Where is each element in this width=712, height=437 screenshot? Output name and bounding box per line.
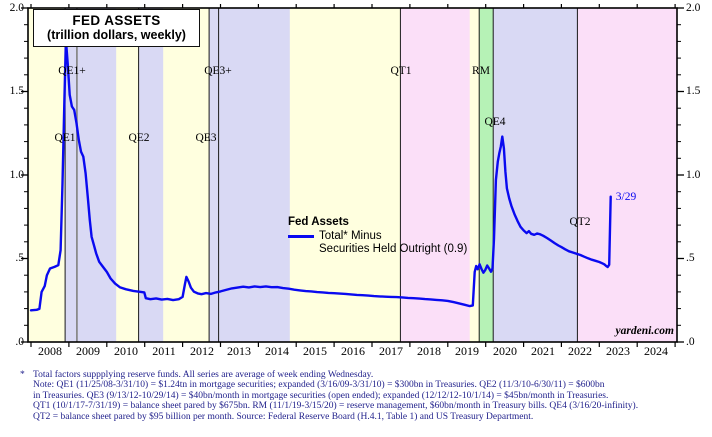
fed-assets-line — [29, 38, 612, 312]
y-axis-label-right: 1.5 — [686, 85, 701, 97]
legend-title: Fed Assets — [288, 216, 349, 228]
x-axis-year-label: 2010 — [114, 344, 138, 358]
legend-label-line1: Total* Minus — [319, 230, 382, 242]
annotation-qt1: QT1 — [390, 65, 412, 77]
annotation-qe1: QE1 — [54, 132, 76, 144]
x-axis-year-label: 2015 — [303, 344, 327, 358]
y-axis-label-right: .5 — [686, 252, 695, 264]
legend-label: Total* Minus Securities Held Outright (0… — [319, 230, 467, 255]
y-axis-label-right: 1.0 — [686, 168, 701, 181]
annotation-qt2: QT2 — [569, 216, 591, 228]
legend-row: Total* Minus Securities Held Outright (0… — [288, 230, 467, 255]
x-axis-year-label: 2020 — [493, 344, 517, 358]
annotation-rm: RM — [472, 65, 490, 77]
y-axis-label-right: 2.0 — [686, 1, 701, 14]
y-axis-label-right: .0 — [686, 335, 695, 348]
footnote-line: QT1 (10/1/17-7/31/19) = balance sheet pa… — [33, 401, 639, 412]
watermark: yardeni.com — [615, 325, 674, 337]
band-qe4 — [493, 8, 578, 342]
chart-subtitle: (trillion dollars, weekly) — [47, 28, 186, 42]
y-axis-label-left: 1.0 — [9, 168, 24, 181]
x-axis-year-label: 2013 — [227, 344, 251, 358]
annotation-qe3: QE3 — [195, 132, 217, 144]
x-axis-year-label: 2018 — [417, 344, 441, 358]
x-axis-year-label: 2019 — [455, 344, 479, 358]
x-axis-year-label: 2016 — [341, 344, 365, 358]
legend-line-swatch — [288, 235, 314, 238]
footnote-line: Total factors suppplying reserve funds. … — [33, 370, 374, 380]
x-axis-year-label: 2017 — [379, 344, 403, 358]
x-axis-year-label: 2012 — [190, 344, 214, 358]
x-axis-year-label: 2011 — [152, 344, 176, 358]
plot-border — [27, 7, 678, 343]
band-rm — [479, 8, 494, 342]
y-axis-label-left: 2.0 — [9, 1, 24, 14]
footnote-line: in Treasuries. QE3 (9/13/12-10/29/14) = … — [33, 390, 609, 401]
band-qt2 — [577, 8, 677, 342]
x-axis-year-label: 2023 — [606, 344, 630, 358]
x-axis-year-label: 2014 — [265, 344, 289, 358]
x-axis-year-label: 2009 — [76, 344, 100, 358]
band-qt1 — [400, 8, 470, 342]
footnote: * Total factors suppplying reserve funds… — [20, 370, 710, 422]
annotation-qe3-: QE3+ — [204, 65, 232, 77]
annotation-qe1-: QE1+ — [58, 65, 86, 77]
legend-label-line2: Securities Held Outright (0.9) — [319, 242, 468, 255]
y-axis-label-left: .0 — [15, 335, 24, 348]
y-axis-label-left: 1.5 — [9, 85, 24, 97]
annotation-qe2: QE2 — [128, 132, 150, 144]
x-axis-year-label: 2022 — [568, 344, 592, 358]
footnote-lines: Total factors suppplying reserve funds. … — [33, 370, 710, 422]
band-qe2 — [138, 8, 164, 342]
legend: Fed Assets Total* Minus Securities Held … — [288, 216, 467, 255]
x-axis-year-label: 2021 — [531, 344, 555, 358]
footnote-line: Note: QE1 (11/25/08-3/31/10) = $1.24tn i… — [33, 380, 605, 391]
annotation-qe4: QE4 — [484, 116, 506, 128]
x-axis-year-label: 2008 — [38, 344, 62, 358]
chart-title: FED ASSETS — [72, 13, 161, 28]
y-axis-label-left: .5 — [15, 252, 24, 264]
x-axis-year-label: 2024 — [644, 344, 668, 358]
chart-title-box: FED ASSETS (trillion dollars, weekly) — [33, 9, 200, 47]
footnote-asterisk: * — [20, 370, 25, 380]
footnote-line: QT2 = balance sheet pared by $95 billion… — [33, 411, 534, 422]
annotation-3-29: 3/29 — [615, 191, 637, 203]
band-qe1 — [65, 8, 117, 342]
